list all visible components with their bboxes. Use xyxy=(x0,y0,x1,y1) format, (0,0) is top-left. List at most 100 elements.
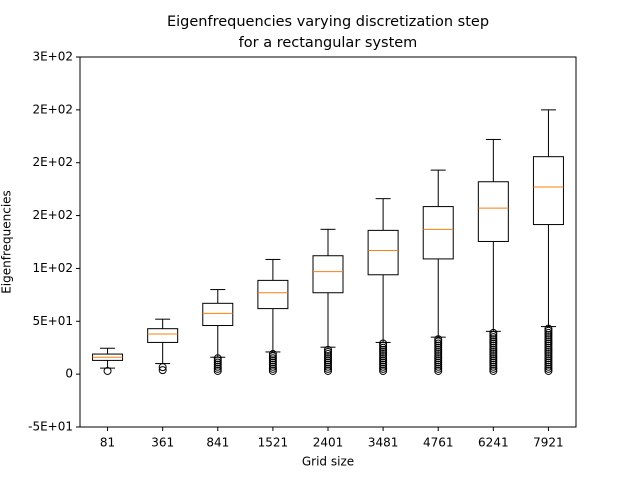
flier xyxy=(544,328,553,337)
flier xyxy=(434,343,443,352)
flier xyxy=(434,362,443,371)
flier xyxy=(544,358,553,367)
flier xyxy=(544,343,553,352)
flier xyxy=(324,354,332,363)
flier xyxy=(489,358,498,367)
flier xyxy=(489,331,498,340)
flier xyxy=(434,345,443,354)
x-tick-label: 361 xyxy=(151,436,174,450)
flier xyxy=(489,328,498,337)
flier xyxy=(489,360,498,369)
flier xyxy=(544,354,553,363)
y-tick-label: 0 xyxy=(65,367,73,381)
flier xyxy=(544,341,553,350)
flier xyxy=(434,358,443,367)
flier xyxy=(489,354,498,363)
flier xyxy=(434,356,443,365)
flier xyxy=(544,356,553,365)
flier xyxy=(379,358,388,367)
flier xyxy=(379,343,388,352)
flier xyxy=(489,352,498,361)
flier xyxy=(379,339,388,348)
flier xyxy=(213,356,222,365)
flier xyxy=(324,358,332,367)
flier xyxy=(379,354,388,363)
flier xyxy=(489,364,498,373)
flier xyxy=(213,360,222,369)
box xyxy=(257,279,289,310)
flier xyxy=(379,352,388,361)
y-tick-label: 1E+02 xyxy=(32,261,73,275)
flier xyxy=(379,364,388,373)
flier xyxy=(489,341,498,350)
flier xyxy=(158,366,167,375)
flier xyxy=(544,364,553,373)
flier xyxy=(434,354,443,363)
y-tick-label: 2E+02 xyxy=(32,102,73,116)
flier xyxy=(544,339,553,348)
y-tick-label: 2E+02 xyxy=(32,208,73,222)
flier xyxy=(544,345,553,354)
flier xyxy=(544,333,553,342)
flier xyxy=(544,326,553,335)
flier xyxy=(489,356,498,365)
flier xyxy=(489,339,498,348)
flier xyxy=(544,360,553,369)
flier xyxy=(379,350,388,359)
flier xyxy=(434,364,443,373)
box xyxy=(477,181,509,242)
flier xyxy=(434,350,443,359)
x-tick-label: 1521 xyxy=(258,436,289,450)
flier xyxy=(213,366,222,375)
flier xyxy=(213,354,222,363)
flier xyxy=(489,333,498,342)
flier xyxy=(379,366,388,375)
plot-frame xyxy=(79,56,577,428)
flier xyxy=(434,341,443,350)
flier xyxy=(268,358,277,367)
flier xyxy=(544,335,553,344)
y-tick-label: -5E+01 xyxy=(28,420,73,434)
flier xyxy=(268,350,277,359)
flier xyxy=(489,345,498,354)
y-tick-label: 2E+02 xyxy=(32,155,73,169)
flier xyxy=(434,335,443,344)
x-tick-label: 81 xyxy=(100,436,115,450)
flier xyxy=(158,363,167,372)
box xyxy=(312,255,344,294)
flier xyxy=(268,364,277,373)
flier xyxy=(379,341,388,350)
flier xyxy=(489,335,498,344)
flier xyxy=(434,366,443,375)
flier xyxy=(268,356,277,365)
flier xyxy=(489,343,498,352)
box xyxy=(202,302,234,327)
box xyxy=(367,229,399,276)
y-tick-label: 3E+02 xyxy=(32,50,73,64)
flier xyxy=(489,362,498,371)
x-axis-label: Grid size xyxy=(302,455,354,469)
flier xyxy=(213,362,222,371)
box xyxy=(422,206,454,260)
flier xyxy=(268,352,277,361)
box xyxy=(147,328,179,343)
flier xyxy=(544,350,553,359)
flier xyxy=(544,331,553,340)
x-tick-label: 3481 xyxy=(368,436,399,450)
flier xyxy=(324,345,332,354)
box xyxy=(532,156,564,226)
flier xyxy=(544,366,553,375)
flier xyxy=(213,358,222,367)
flier xyxy=(489,337,498,346)
flier xyxy=(268,360,277,369)
flier xyxy=(434,339,443,348)
flier xyxy=(324,366,332,375)
flier xyxy=(324,356,332,365)
flier xyxy=(324,362,332,371)
flier xyxy=(324,350,332,359)
flier xyxy=(379,362,388,371)
flier xyxy=(268,366,277,375)
chart-title: Eigenfrequencies varying discretization … xyxy=(167,14,489,30)
